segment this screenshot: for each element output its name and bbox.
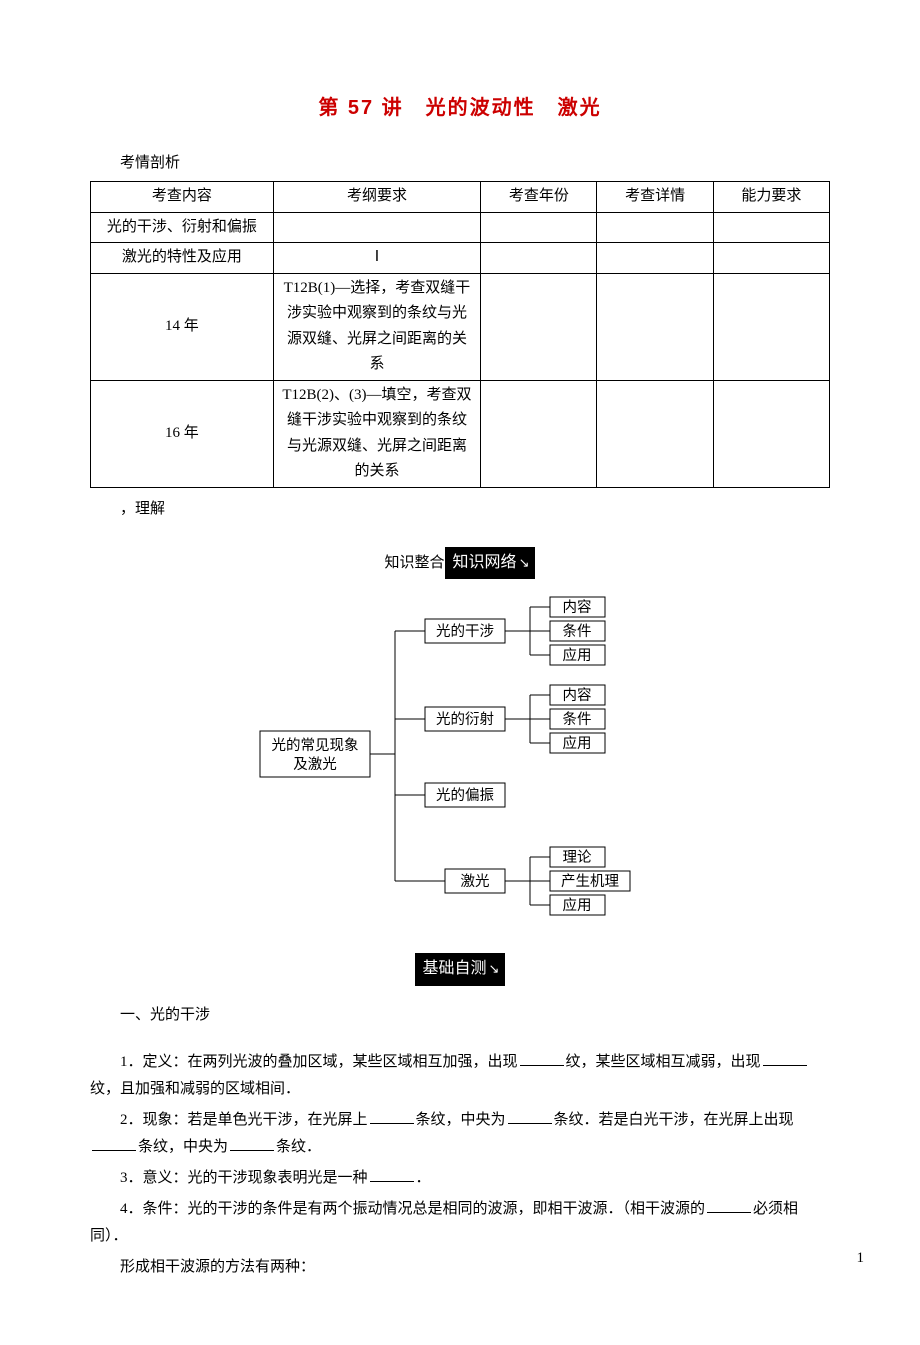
section-knowledge-network: 知识整合知识网络↘ (90, 547, 830, 580)
paragraph-4: 4．条件：光的干涉的条件是有两个振动情况总是相同的波源，即相干波源．（相干波源的… (90, 1196, 830, 1250)
section-pre-label: 知识整合 (385, 554, 445, 570)
fill-blank[interactable] (370, 1167, 414, 1182)
cell (481, 380, 597, 487)
badge-text: 基础自测 (423, 960, 487, 977)
exam-analysis-label: 考情剖析 (90, 150, 830, 177)
cell (713, 380, 829, 487)
text: 纹，某些区域相互减弱，出现 (566, 1054, 761, 1070)
paragraph-5: 形成相干波源的方法有两种： (90, 1254, 830, 1281)
diagram-sub-a1: 条件 (563, 623, 592, 640)
text: 1．定义：在两列光波的叠加区域，某些区域相互加强，出现 (120, 1054, 518, 1070)
text: 3．意义：光的干涉现象表明光是一种 (120, 1170, 368, 1186)
cell: 激光的特性及应用 (91, 243, 274, 274)
cell (481, 212, 597, 243)
badge-text: 知识网络 (453, 554, 517, 571)
cell (597, 380, 713, 487)
text: 纹，且加强和减弱的区域相间． (90, 1081, 300, 1097)
cell (481, 273, 597, 380)
diagram-sub-d0: 理论 (563, 849, 592, 866)
th-content: 考查内容 (91, 182, 274, 213)
diagram-mid-2: 光的偏振 (436, 787, 494, 804)
text: 条纹．若是白光干涉，在光屏上出现 (554, 1112, 794, 1128)
cell: 16 年 (91, 380, 274, 487)
text: ． (416, 1170, 431, 1186)
fill-blank[interactable] (230, 1136, 274, 1151)
table-row: 16 年 T12B(2)、(3)—填空，考查双缝干涉实验中观察到的条纹与光源双缝… (91, 380, 830, 487)
diagram-sub-b0: 内容 (563, 687, 592, 704)
diagram-sub-a2: 应用 (563, 646, 592, 664)
diagram-sub-b2: 应用 (563, 734, 592, 752)
text: 条纹，中央为 (416, 1112, 506, 1128)
cell (713, 273, 829, 380)
page-number: 1 (857, 1245, 865, 1272)
diagram-sub-d2: 应用 (563, 896, 592, 914)
fill-blank[interactable] (707, 1198, 751, 1213)
table-row: 激光的特性及应用 Ⅰ (91, 243, 830, 274)
th-detail: 考查详情 (597, 182, 713, 213)
table-row: 14 年 T12B(1)—选择，考查双缝干涉实验中观察到的条纹与光源双缝、光屏之… (91, 273, 830, 380)
diagram-sub-d1: 产生机理 (561, 873, 619, 890)
diagram-svg: .bx { fill:#fff; stroke:#000; stroke-wid… (250, 595, 670, 925)
cell: Ⅰ (273, 243, 481, 274)
paragraph-2: 2．现象：若是单色光干涉，在光屏上条纹，中央为条纹．若是白光干涉，在光屏上出现条… (90, 1107, 830, 1161)
understand-note: ，理解 (90, 496, 830, 523)
exam-table: 考查内容 考纲要求 考查年份 考查详情 能力要求 光的干涉、衍射和偏振 激光的特… (90, 181, 830, 488)
cell (597, 212, 713, 243)
cell (713, 212, 829, 243)
section-badge: 知识网络↘ (445, 547, 536, 580)
diagram-root-l2: 及激光 (293, 756, 337, 773)
fill-blank[interactable] (92, 1136, 136, 1151)
diagram-mid-0: 光的干涉 (436, 623, 494, 640)
text: 条纹，中央为 (138, 1139, 228, 1155)
fill-blank[interactable] (763, 1051, 807, 1066)
diagram-sub-b1: 条件 (563, 711, 592, 728)
text: 4．条件：光的干涉的条件是有两个振动情况总是相同的波源，即相干波源．（相干波源的 (120, 1201, 705, 1217)
arrow-icon: ↘ (519, 555, 530, 570)
cell (597, 243, 713, 274)
paragraph-1: 1．定义：在两列光波的叠加区域，某些区域相互加强，出现 纹，某些区域相互减弱，出现… (90, 1049, 830, 1103)
table-header-row: 考查内容 考纲要求 考查年份 考查详情 能力要求 (91, 182, 830, 213)
table-row: 光的干涉、衍射和偏振 (91, 212, 830, 243)
section-basic-test: 基础自测↘ (90, 953, 830, 986)
cell (481, 243, 597, 274)
diagram-sub-a0: 内容 (563, 599, 592, 616)
text: 2．现象：若是单色光干涉，在光屏上 (120, 1112, 368, 1128)
knowledge-diagram: .bx { fill:#fff; stroke:#000; stroke-wid… (250, 595, 670, 935)
th-req: 考纲要求 (273, 182, 481, 213)
diagram-mid-1: 光的衍射 (436, 711, 494, 728)
text: 条纹． (276, 1139, 321, 1155)
diagram-root-l1: 光的常见现象 (272, 737, 359, 754)
cell: 光的干涉、衍射和偏振 (91, 212, 274, 243)
heading-1: 一、光的干涉 (90, 1002, 830, 1029)
cell: T12B(1)—选择，考查双缝干涉实验中观察到的条纹与光源双缝、光屏之间距离的关… (273, 273, 481, 380)
paragraph-3: 3．意义：光的干涉现象表明光是一种 ． (90, 1165, 830, 1192)
th-ability: 能力要求 (713, 182, 829, 213)
arrow-icon: ↘ (489, 961, 500, 976)
page-title: 第 57 讲 光的波动性 激光 (90, 90, 830, 126)
th-year: 考查年份 (481, 182, 597, 213)
diagram-mid-3: 激光 (461, 873, 490, 890)
cell: 14 年 (91, 273, 274, 380)
cell: T12B(2)、(3)—填空，考查双缝干涉实验中观察到的条纹与光源双缝、光屏之间… (273, 380, 481, 487)
cell (597, 273, 713, 380)
cell (273, 212, 481, 243)
fill-blank[interactable] (508, 1109, 552, 1124)
section-badge: 基础自测↘ (415, 953, 506, 986)
cell (713, 243, 829, 274)
fill-blank[interactable] (370, 1109, 414, 1124)
fill-blank[interactable] (520, 1051, 564, 1066)
